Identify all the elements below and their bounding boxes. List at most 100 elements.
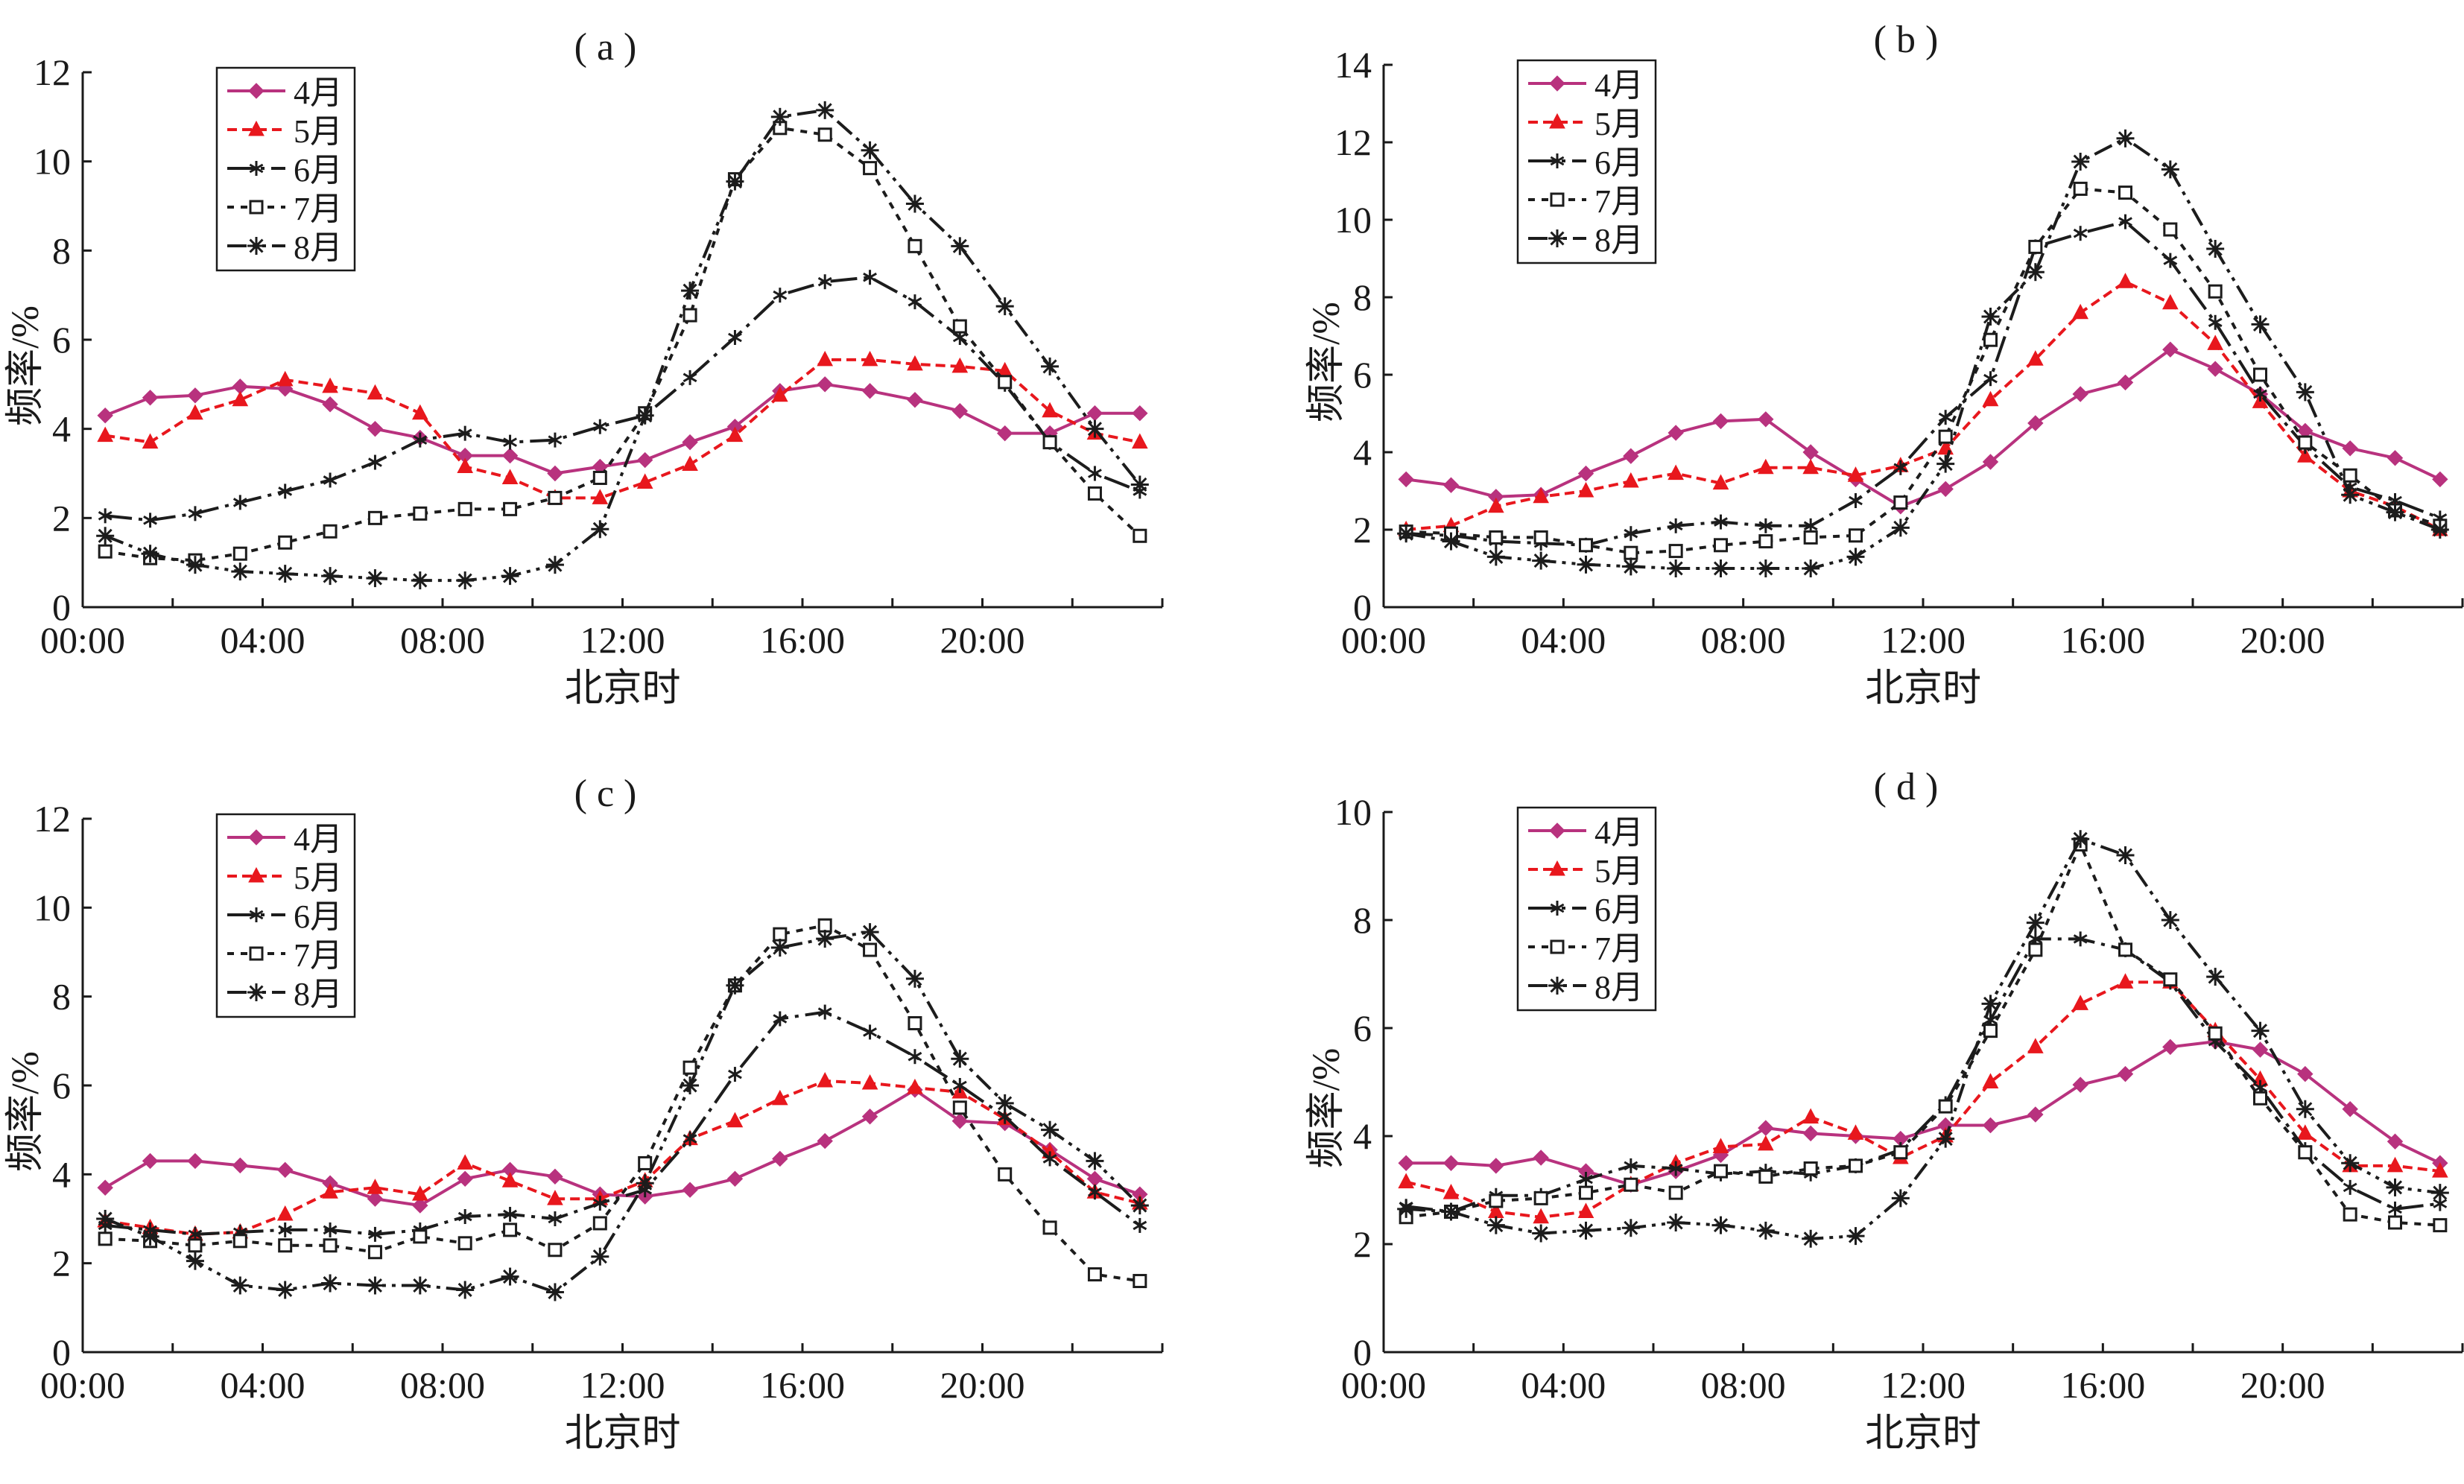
x-tick-label: 12:00: [580, 619, 665, 661]
data-point: [503, 434, 517, 450]
x-tick-label: 08:00: [1701, 619, 1786, 661]
x-tick-label: 08:00: [400, 1364, 485, 1406]
y-tick-label: 4: [1353, 431, 1372, 473]
data-point: [1041, 1120, 1060, 1139]
y-tick-label: 14: [1334, 44, 1372, 86]
data-point: [366, 1276, 384, 1295]
data-point: [2073, 931, 2088, 947]
data-point: [2117, 973, 2134, 989]
data-point: [2072, 1076, 2088, 1093]
data-point: [1042, 1220, 1057, 1235]
data-point: [682, 1060, 697, 1075]
y-tick-label: 8: [1353, 899, 1372, 941]
data-point: [1803, 1161, 1818, 1176]
series-line: [104, 1079, 1141, 1236]
data-point: [411, 1276, 429, 1295]
data-point: [2161, 911, 2179, 929]
data-point: [545, 556, 564, 574]
data-point: [2072, 995, 2088, 1010]
y-tick-label: 4: [1353, 1115, 1372, 1157]
data-point: [1936, 1129, 1955, 1148]
legend-label: 7月: [1594, 183, 1644, 220]
data-point: [1893, 495, 1908, 510]
data-point: [2072, 386, 2088, 402]
data-point: [1758, 534, 1773, 549]
data-point: [682, 455, 698, 472]
data-point: [1488, 497, 1504, 513]
data-point: [232, 1234, 247, 1249]
data-point: [142, 1152, 159, 1170]
y-axis-label: 频率/%: [4, 1051, 47, 1172]
data-point: [2296, 1100, 2314, 1118]
series-4: [1397, 129, 2449, 577]
y-tick-label: 2: [52, 1243, 71, 1284]
data-point: [1086, 405, 1103, 422]
data-point: [98, 544, 113, 559]
data-point: [187, 404, 203, 420]
data-point: [457, 425, 472, 441]
data-point: [1938, 1099, 1953, 1114]
data-point: [1042, 435, 1057, 450]
data-point: [141, 545, 159, 563]
y-tick-label: 6: [1353, 1007, 1372, 1049]
data-point: [951, 1113, 969, 1129]
x-tick-label: 04:00: [1521, 619, 1606, 661]
data-point: [276, 1205, 294, 1221]
data-point: [96, 527, 115, 545]
y-tick-label: 2: [1353, 1223, 1372, 1265]
data-point: [1442, 477, 1460, 493]
data-point: [1667, 1214, 1685, 1231]
legend-swatch-marker: [1550, 192, 1565, 207]
data-point: [951, 1050, 969, 1068]
chart-panel-3: ( d ) 0 2 4 6 8 10 00:00 04:00 08:00 12:00 16:00 20:…: [1305, 766, 2464, 1455]
legend-label: 6月: [1594, 145, 1644, 181]
series-4: [96, 923, 1149, 1301]
legend-swatch-marker: [1550, 153, 1565, 168]
data-point: [1486, 548, 1505, 566]
data-point: [98, 508, 113, 524]
data-point: [1802, 1229, 1820, 1248]
series-0: [1398, 1033, 2448, 1193]
data-point: [276, 1161, 294, 1179]
data-point: [2071, 153, 2090, 171]
data-point: [817, 1071, 834, 1088]
data-point: [322, 377, 338, 393]
data-point: [817, 274, 832, 290]
data-point: [1577, 465, 1594, 482]
data-point: [2162, 341, 2179, 358]
data-point: [548, 1211, 563, 1226]
data-point: [2073, 226, 2088, 241]
data-point: [817, 918, 832, 933]
y-tick-label: 2: [1353, 509, 1372, 551]
data-point: [457, 501, 472, 516]
data-point: [231, 562, 250, 581]
y-tick-label: 10: [34, 887, 71, 928]
data-point: [322, 1183, 338, 1199]
data-point: [323, 472, 338, 488]
data-point: [503, 1223, 518, 1237]
panel-title: ( d ): [1874, 766, 1939, 808]
data-point: [1533, 1208, 1549, 1224]
data-point: [1577, 481, 1594, 498]
legend-label: 8月: [294, 976, 343, 1012]
data-point: [2208, 284, 2223, 299]
legend-swatch-marker: [249, 161, 264, 176]
data-point: [682, 1182, 698, 1198]
legend-swatch-marker: [1549, 75, 1565, 92]
data-point: [1802, 1125, 1819, 1142]
data-point: [863, 270, 877, 285]
y-tick-label: 6: [52, 1065, 71, 1106]
data-point: [2386, 503, 2404, 521]
data-point: [1846, 1227, 1865, 1246]
legend-label: 5月: [1594, 106, 1644, 142]
data-point: [861, 923, 879, 942]
data-point: [636, 406, 654, 425]
data-point: [863, 942, 878, 957]
data-point: [1577, 1221, 1595, 1240]
legend-label: 4月: [294, 821, 343, 857]
data-point: [368, 454, 382, 470]
y-axis-label: 频率/%: [1305, 302, 1348, 422]
data-point: [1667, 559, 1685, 577]
y-tick-label: 6: [1353, 354, 1372, 396]
